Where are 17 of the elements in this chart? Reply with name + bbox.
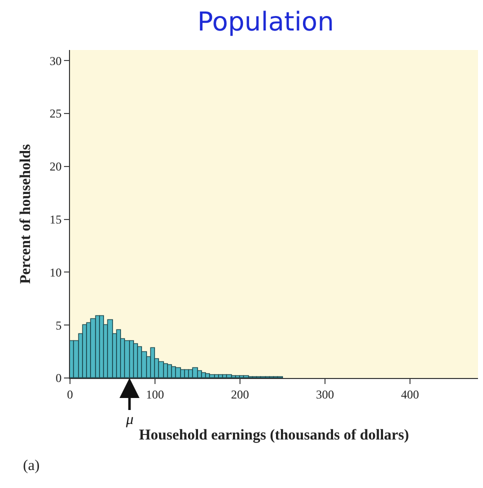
y-tick-label: 20 [50,160,62,174]
x-tick-label: 300 [316,387,334,402]
x-tick-label: 100 [146,387,164,402]
x-tick-label: 200 [231,387,249,402]
y-tick-label: 10 [50,265,62,280]
x-tick-label: 0 [67,387,73,402]
y-tick-label: 0 [56,371,62,386]
y-tick-label: 25 [50,106,62,121]
text: (a) [23,458,40,474]
y-axis-title: Percent of households [18,144,34,284]
x-tick-label: 400 [401,387,419,402]
y-tick-label: 5 [56,318,62,332]
y-tick-label: 15 [50,212,62,226]
chart-title: Population [197,7,334,38]
x-axis-title: Household earnings (thousands of dollars) [138,427,410,444]
y-tick-label: 30 [50,54,62,68]
annotation: μ [125,412,134,428]
